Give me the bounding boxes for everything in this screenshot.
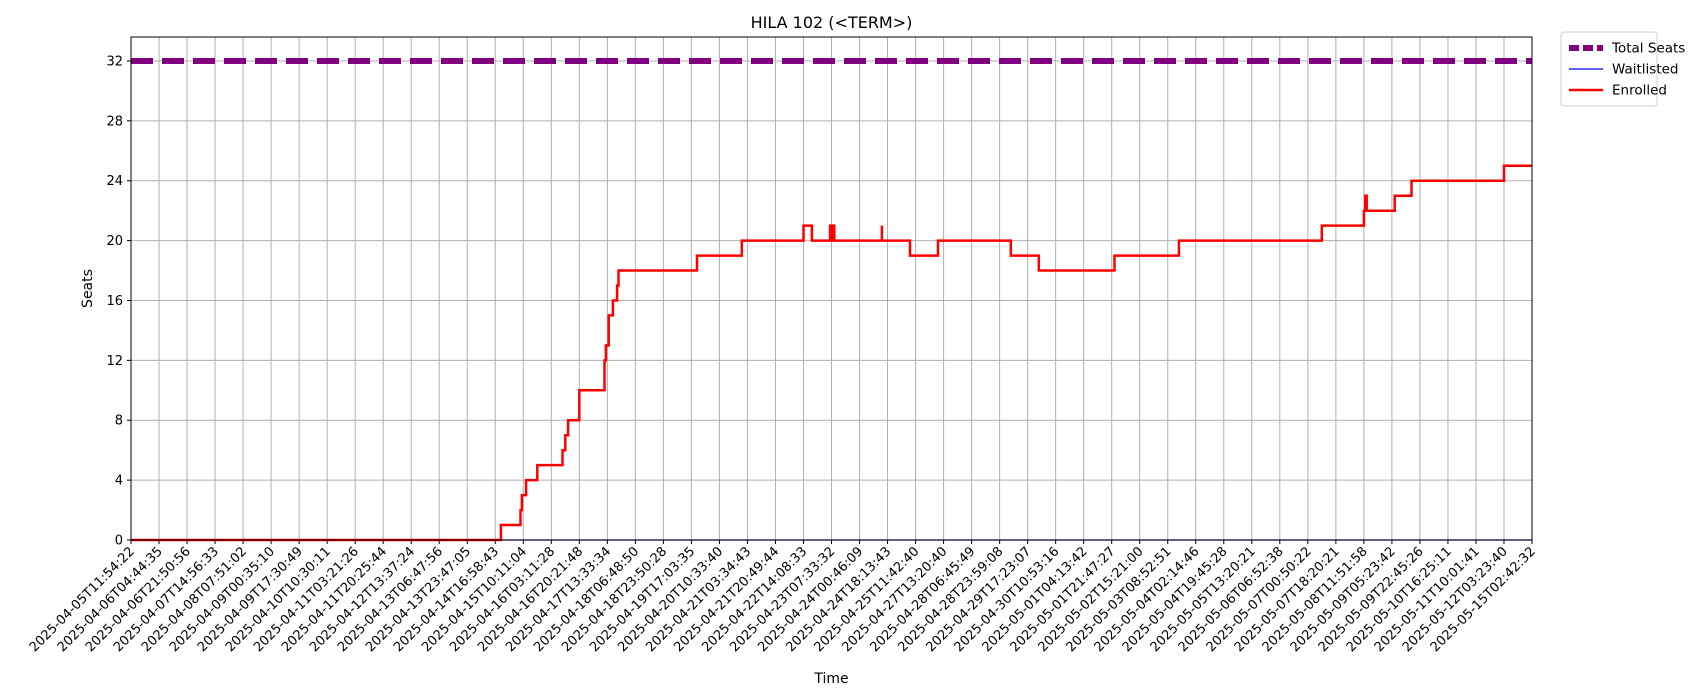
y-tick-label: 16 bbox=[106, 294, 123, 309]
y-tick-label: 28 bbox=[106, 114, 123, 129]
y-axis-label: Seats bbox=[80, 269, 96, 308]
legend-label: Enrolled bbox=[1612, 83, 1667, 99]
series-line-enrolled bbox=[131, 164, 1532, 542]
y-tick-label: 32 bbox=[106, 54, 123, 69]
y-tick-label: 12 bbox=[106, 354, 123, 369]
x-axis-label: Time bbox=[813, 671, 848, 687]
y-tick-label: 8 bbox=[115, 414, 123, 429]
legend: Total Seats Waitlisted Enrolled bbox=[1560, 31, 1685, 107]
legend-label: Waitlisted bbox=[1612, 62, 1679, 78]
legend-label: Total Seats bbox=[1611, 41, 1685, 57]
y-tick-label: 0 bbox=[115, 534, 123, 549]
x-axis: 2025-04-05T11:54:222025-04-06T04:44:3520… bbox=[27, 540, 1539, 655]
y-tick-label: 4 bbox=[115, 474, 123, 489]
y-axis: 0 4 8 12 16 20 24 28 32 bbox=[106, 54, 131, 549]
chart-title: HILA 102 (<TERM>) bbox=[751, 13, 913, 32]
y-tick-label: 20 bbox=[106, 234, 123, 249]
y-tick-label: 24 bbox=[106, 174, 123, 189]
